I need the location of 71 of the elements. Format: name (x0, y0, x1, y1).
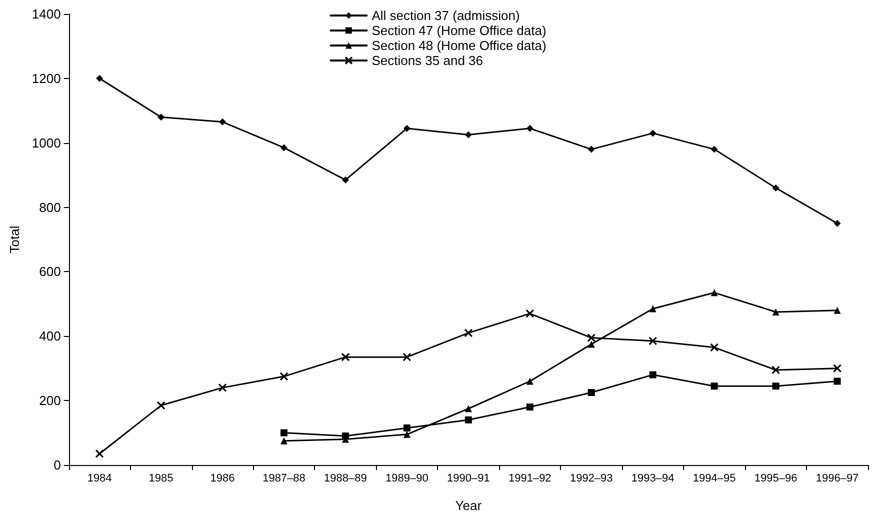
point (834, 306, 841, 314)
legend-label: All section 37 (admission) (372, 8, 520, 23)
point (588, 146, 595, 153)
point (402, 352, 412, 362)
point (710, 289, 718, 296)
point (832, 364, 842, 373)
point (649, 305, 656, 312)
y-axis-title: Total (7, 226, 22, 254)
y-tick-label: 800 (39, 200, 61, 215)
point (280, 144, 288, 152)
point (95, 449, 104, 458)
point (218, 383, 227, 392)
x-tick-label: 1986 (210, 472, 235, 484)
legend-label: Section 47 (Home Office data) (372, 23, 546, 38)
point (526, 309, 534, 318)
x-tick-label: 1985 (148, 472, 174, 484)
point (219, 118, 226, 126)
point (280, 372, 288, 381)
x-tick-label: 1994–95 (692, 472, 736, 484)
point (772, 184, 780, 192)
point (464, 131, 472, 138)
x-tick-label: 1987–88 (262, 472, 306, 484)
x-tick-label: 1989–90 (386, 472, 428, 484)
y-tick-label: 0 (54, 458, 61, 472)
y-tick-label: 1400 (32, 6, 61, 22)
point (710, 146, 718, 153)
point (834, 220, 841, 227)
point (588, 340, 595, 348)
point (156, 401, 166, 410)
point (526, 378, 534, 385)
point (342, 176, 349, 184)
legend-label: Section 48 (Home Office data) (372, 38, 546, 53)
point (526, 404, 534, 411)
point (464, 416, 472, 424)
x-tick-label: 1991–92 (508, 472, 552, 484)
point (403, 430, 410, 438)
point (649, 130, 656, 137)
point (710, 382, 718, 390)
point (158, 114, 165, 121)
point (526, 124, 534, 132)
point (464, 328, 473, 338)
x-tick-label: 1988–89 (324, 472, 367, 484)
x-tick-label: 1993–94 (631, 472, 674, 484)
legend-label: Sections 35 and 36 (372, 53, 483, 68)
point (341, 352, 350, 362)
x-tick-label: 1990–91 (446, 472, 490, 484)
point (710, 343, 719, 352)
point (649, 371, 656, 378)
point (771, 366, 780, 374)
point (280, 437, 288, 444)
point (834, 378, 841, 385)
x-tick-label: 1992–93 (570, 472, 613, 484)
point (403, 424, 410, 432)
point (587, 333, 596, 342)
point (403, 124, 410, 132)
point (96, 74, 104, 82)
y-tick-label: 600 (39, 264, 61, 280)
x-tick-label: 1984 (87, 472, 112, 484)
y-tick-label: 1200 (32, 70, 61, 86)
y-tick-label: 1000 (32, 135, 61, 150)
point (648, 336, 658, 346)
point (280, 429, 288, 436)
point (588, 389, 595, 396)
x-tick-label: 1995–96 (754, 472, 798, 484)
point (772, 382, 780, 390)
point (464, 405, 472, 412)
y-tick-label: 200 (39, 393, 61, 408)
x-axis-title: Year (455, 498, 482, 513)
y-tick-label: 400 (39, 328, 61, 344)
x-tick-label: 1996–97 (816, 472, 859, 484)
point (772, 308, 780, 316)
